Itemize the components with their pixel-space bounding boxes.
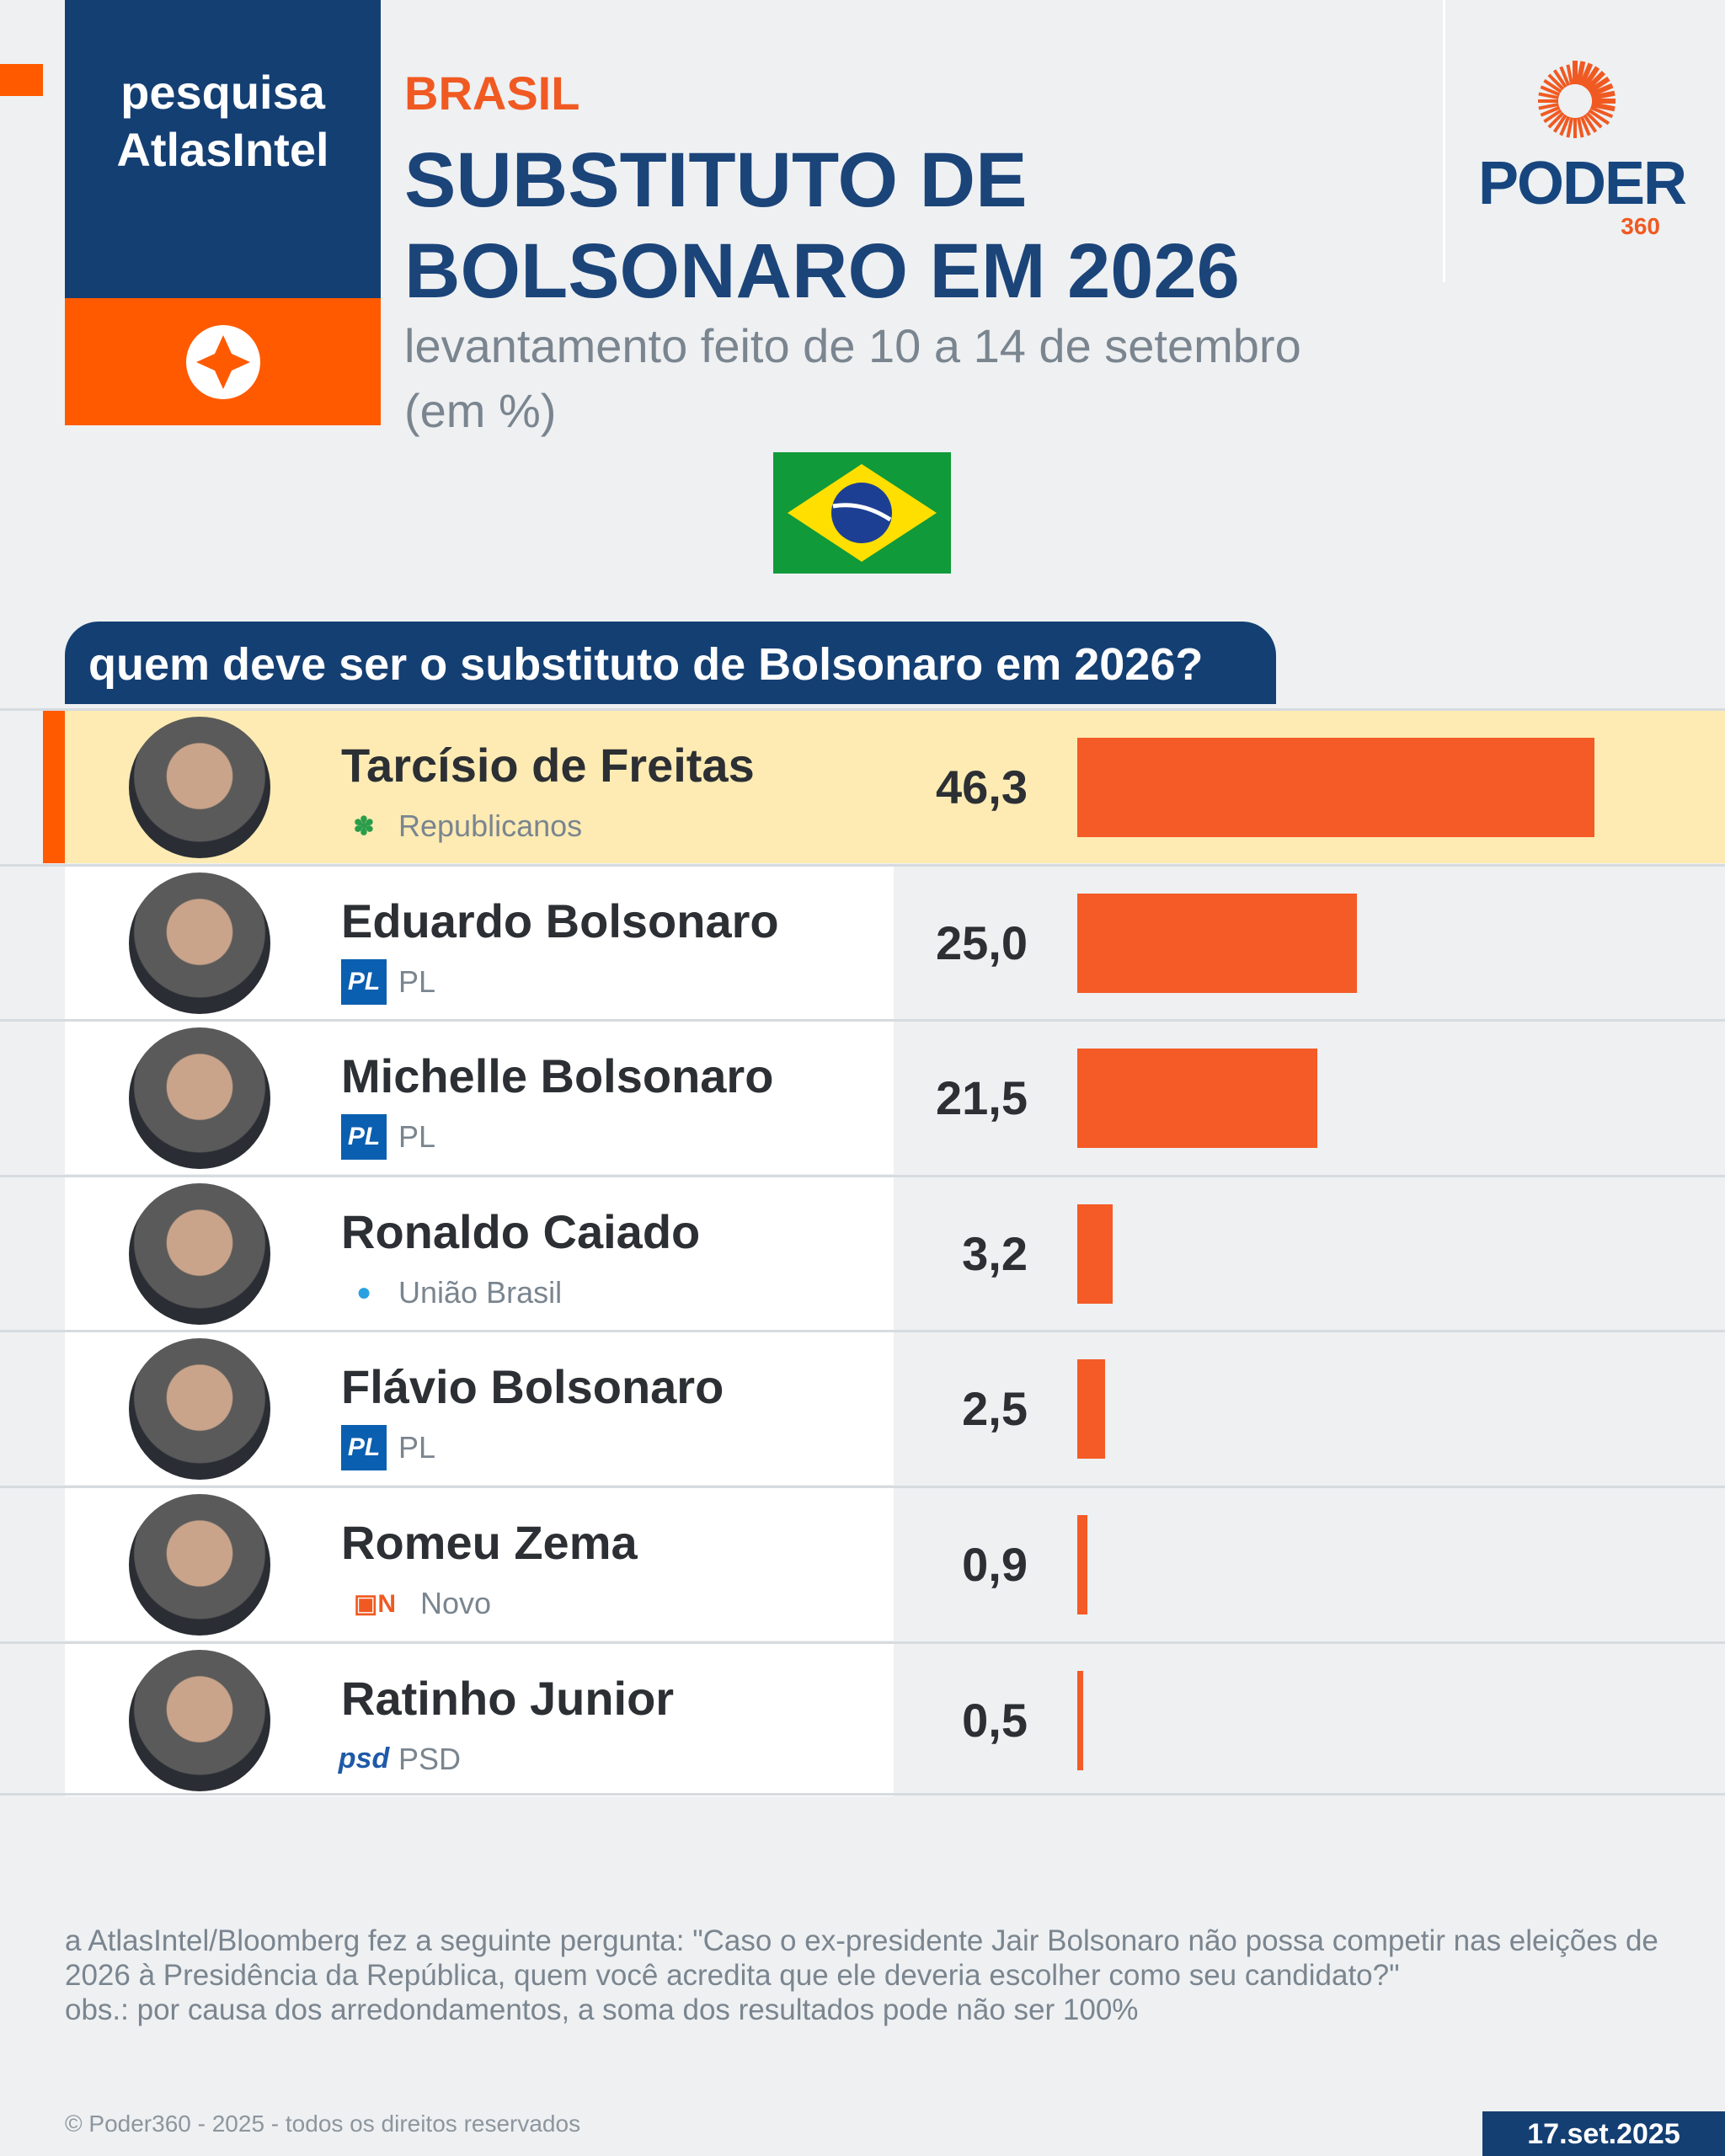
brand-line1: pesquisa <box>120 66 325 119</box>
bar <box>1077 1203 1114 1304</box>
atlasintel-logo-box <box>65 298 381 425</box>
brazil-flag-icon <box>773 452 951 574</box>
party-name: PSD <box>398 1741 462 1776</box>
bar <box>1077 1359 1106 1460</box>
table-row: Romeu Zema ▣N Novo 0,9 <box>0 1486 1725 1641</box>
candidate-name: Ronaldo Caiado <box>341 1204 701 1258</box>
bar <box>1077 1670 1083 1770</box>
candidate-party: psd PSD <box>338 1737 462 1782</box>
candidate-photo <box>129 1494 270 1636</box>
candidate-name: Romeu Zema <box>341 1516 638 1569</box>
table-row: Flávio Bolsonaro PL PL 2,5 <box>0 1330 1725 1486</box>
candidate-photo <box>129 1649 270 1791</box>
candidate-photo <box>129 1338 270 1481</box>
candidate-name: Tarcísio de Freitas <box>341 739 755 792</box>
candidate-photo <box>129 1027 270 1170</box>
table-row: Ratinho Junior psd PSD 0,5 <box>0 1641 1725 1796</box>
value-label: 21,5 <box>936 1071 1028 1125</box>
party-name: Republicanos <box>398 808 583 843</box>
footnote: a AtlasIntel/Bloomberg fez a seguinte pe… <box>65 1924 1658 2026</box>
divider <box>1443 0 1445 282</box>
copyright: © Poder360 - 2025 - todos os direitos re… <box>65 2111 581 2137</box>
accent-mark <box>0 64 43 96</box>
bar <box>1077 738 1594 837</box>
region-label: BRASIL <box>404 67 580 120</box>
sun-icon <box>1538 61 1616 138</box>
candidate-name: Flávio Bolsonaro <box>341 1360 724 1414</box>
value-label: 2,5 <box>962 1382 1028 1436</box>
bar <box>1077 1515 1087 1614</box>
novo-logo-icon: ▣N <box>353 1589 396 1618</box>
candidate-party: PL PL <box>341 1114 436 1161</box>
table-row: Eduardo Bolsonaro PL PL 25,0 <box>0 863 1725 1019</box>
atlasintel-badge: pesquisa AtlasIntel <box>65 0 381 298</box>
page-title: SUBSTITUTO DE BOLSONARO EM 2026 <box>404 137 1240 314</box>
poder360-logo: PODER 360 <box>1478 59 1687 240</box>
bar <box>1077 893 1357 993</box>
candidate-party: ● União Brasil <box>341 1270 562 1315</box>
value-label: 25,0 <box>936 915 1028 969</box>
candidate-party: PL PL <box>341 958 436 1005</box>
candidate-party: PL PL <box>341 1425 436 1471</box>
table-row: Tarcísio de Freitas ✽ Republicanos 46,3 <box>0 708 1725 863</box>
value-label: 0,9 <box>962 1538 1028 1591</box>
uniao-brasil-logo-icon: ● <box>355 1278 372 1306</box>
bar <box>1077 1049 1318 1149</box>
brand-line2: AtlasIntel <box>116 123 329 176</box>
party-name: PL <box>398 1119 436 1155</box>
candidate-name: Michelle Bolsonaro <box>341 1049 774 1103</box>
psd-logo-icon: psd <box>338 1742 390 1775</box>
divider <box>0 1793 1725 1796</box>
highlight-strip <box>43 711 65 863</box>
candidate-name: Ratinho Junior <box>341 1671 675 1725</box>
question-header: quem deve ser o substituto de Bolsonaro … <box>65 622 1276 704</box>
atlasintel-compass-icon <box>185 324 260 399</box>
candidate-party: ✽ Republicanos <box>341 803 582 849</box>
pl-logo-icon: PL <box>341 958 387 1005</box>
party-name: União Brasil <box>398 1274 563 1310</box>
table-row: Michelle Bolsonaro PL PL 21,5 <box>0 1019 1725 1175</box>
date-badge: 17.set.2025 <box>1482 2111 1725 2156</box>
candidate-photo <box>129 717 270 858</box>
republicanos-logo-icon: ✽ <box>353 812 375 841</box>
table-row: Ronaldo Caiado ● União Brasil 3,2 <box>0 1174 1725 1330</box>
subtitle: levantamento feito de 10 a 14 de setembr… <box>404 319 1301 437</box>
pl-logo-icon: PL <box>341 1114 387 1161</box>
candidate-photo <box>129 1182 270 1325</box>
candidate-party: ▣N Novo <box>341 1581 491 1626</box>
candidate-photo <box>129 872 270 1014</box>
value-label: 46,3 <box>936 760 1028 814</box>
value-label: 0,5 <box>962 1693 1028 1747</box>
party-name: PL <box>398 963 436 999</box>
party-name: PL <box>398 1430 436 1465</box>
value-label: 3,2 <box>962 1226 1028 1280</box>
pl-logo-icon: PL <box>341 1425 387 1471</box>
party-name: Novo <box>420 1586 492 1620</box>
candidate-name: Eduardo Bolsonaro <box>341 894 779 947</box>
